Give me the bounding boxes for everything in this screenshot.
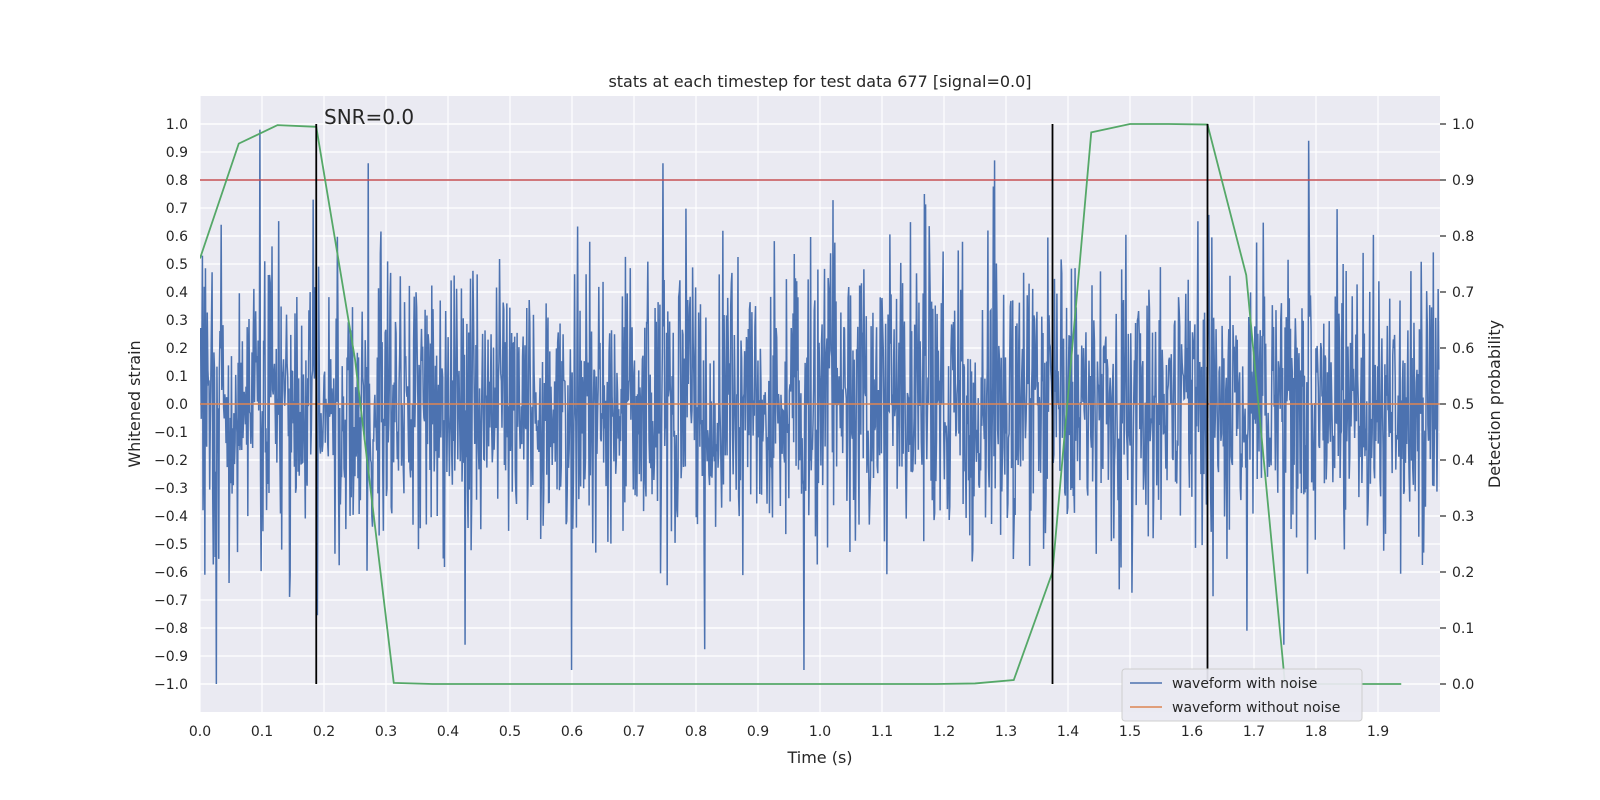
y-tick-label: −0.1 xyxy=(154,425,188,441)
snr-annotation: SNR=0.0 xyxy=(324,105,414,129)
x-tick-label: 0.9 xyxy=(747,724,769,740)
y2-tick-label: 0.7 xyxy=(1452,285,1474,301)
y2-tick-label: 0.0 xyxy=(1452,677,1474,693)
x-tick-label: 0.6 xyxy=(561,724,583,740)
x-tick-label: 1.9 xyxy=(1367,724,1389,740)
plot-area xyxy=(200,123,1440,685)
y2-tick-label: 0.2 xyxy=(1452,565,1474,581)
y-tick-label: −0.5 xyxy=(154,537,188,553)
y-tick-label: −0.6 xyxy=(154,565,188,581)
y-tick-label: −0.8 xyxy=(154,621,188,637)
legend-box xyxy=(1121,668,1363,722)
x-tick-label: 1.2 xyxy=(933,724,955,740)
y2-tick-label: 0.5 xyxy=(1452,397,1474,413)
x-tick-label: 1.3 xyxy=(995,724,1017,740)
x-tick-label: 0.7 xyxy=(623,724,645,740)
y-tick-label: 0.5 xyxy=(166,257,188,273)
x-axis-label: Time (s) xyxy=(786,748,852,767)
y2-tick-label: 0.3 xyxy=(1452,509,1474,525)
y-tick-label: −0.9 xyxy=(154,649,188,665)
y-axis-left: −1.0 −0.9 −0.8 −0.7 −0.6 −0.5 −0.4 −0.3 −0.2 −0.1… xyxy=(154,117,188,693)
x-tick-label: 1.5 xyxy=(1119,724,1141,740)
y2-axis-label: Detection probability xyxy=(1485,320,1504,488)
x-tick-label: 1.7 xyxy=(1243,724,1265,740)
x-tick-label: 0.8 xyxy=(685,724,707,740)
x-tick-label: 1.8 xyxy=(1305,724,1327,740)
y-axis-label: Whitened strain xyxy=(125,340,144,467)
y2-tick-label: 0.1 xyxy=(1452,621,1474,637)
x-tick-label: 0.5 xyxy=(499,724,521,740)
y-tick-label: −0.7 xyxy=(154,593,188,609)
y-tick-label: −0.2 xyxy=(154,453,188,469)
y2-tick-label: 1.0 xyxy=(1452,117,1474,133)
x-tick-label: 0.3 xyxy=(375,724,397,740)
y-tick-label: 0.4 xyxy=(166,285,188,301)
x-tick-label: 0.4 xyxy=(437,724,459,740)
x-axis: 0.0 0.1 0.2 0.3 0.4 0.5 0.6 0.7 0.8 0.9 1.0 1.1 1.2 1… xyxy=(189,724,1389,740)
x-tick-label: 1.4 xyxy=(1057,724,1079,740)
data-layer xyxy=(200,123,1440,685)
y-tick-label: 0.6 xyxy=(166,229,188,245)
x-tick-label: 1.1 xyxy=(871,724,893,740)
y2-tick-label: 0.9 xyxy=(1452,173,1474,189)
chart-title: stats at each timestep for test data 677… xyxy=(608,72,1031,91)
y2-tick-label: 0.8 xyxy=(1452,229,1474,245)
y-tick-label: 0.9 xyxy=(166,145,188,161)
x-tick-label: 1.6 xyxy=(1181,724,1203,740)
y-tick-label: 1.0 xyxy=(166,117,188,133)
x-tick-label: 0.1 xyxy=(251,724,273,740)
x-tick-label: 0.2 xyxy=(313,724,335,740)
y2-tick-label: 0.6 xyxy=(1452,341,1474,357)
y-tick-label: 0.7 xyxy=(166,201,188,217)
y-tick-label: 0.2 xyxy=(166,341,188,357)
legend-label-noise: waveform with noise xyxy=(1172,676,1317,692)
y-tick-label: −1.0 xyxy=(154,677,188,693)
y-axis-right: 0.0 0.1 0.2 0.3 0.4 0.5 0.6 0.7 0.8 0.9 1.0 xyxy=(1440,117,1474,693)
series-waveform-with-noise xyxy=(200,129,1440,685)
y-tick-label: −0.4 xyxy=(154,509,188,525)
legend: waveform with noise waveform without noi… xyxy=(1121,668,1363,722)
series-detection-probability xyxy=(200,123,1402,685)
y2-tick-label: 0.4 xyxy=(1452,453,1474,469)
y-tick-label: 0.8 xyxy=(166,173,188,189)
x-tick-label: 0.0 xyxy=(189,724,211,740)
y-tick-label: −0.3 xyxy=(154,481,188,497)
y-tick-label: 0.1 xyxy=(166,369,188,385)
legend-label-clean: waveform without noise xyxy=(1172,700,1340,716)
y-tick-label: 0.0 xyxy=(166,397,188,413)
x-tick-label: 1.0 xyxy=(809,724,831,740)
y-tick-label: 0.3 xyxy=(166,313,188,329)
